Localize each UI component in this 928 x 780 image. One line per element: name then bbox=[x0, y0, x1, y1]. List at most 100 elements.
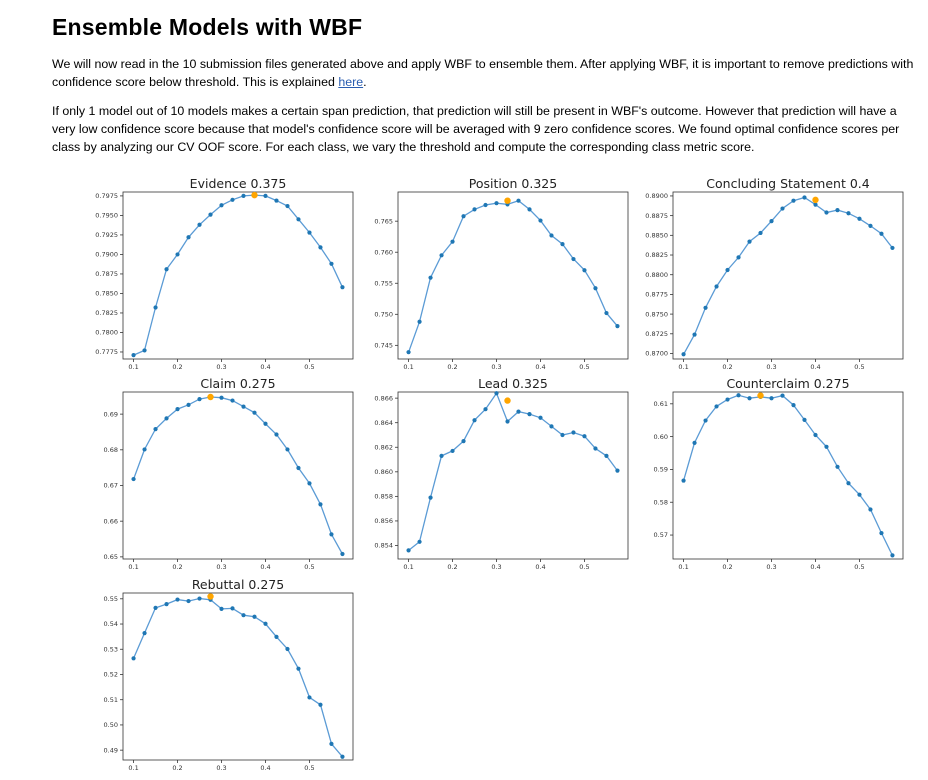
data-point bbox=[769, 396, 774, 401]
data-point bbox=[329, 532, 334, 537]
data-point bbox=[406, 350, 411, 355]
data-point bbox=[725, 397, 730, 402]
data-point bbox=[197, 596, 202, 601]
plot-frame bbox=[122, 191, 354, 360]
x-tick-label: 0.1 bbox=[403, 563, 413, 571]
x-tick-label: 0.3 bbox=[766, 563, 776, 571]
data-point bbox=[241, 613, 246, 618]
data-point bbox=[879, 530, 884, 536]
data-point bbox=[615, 323, 620, 329]
chart-title: Evidence 0.375 bbox=[190, 176, 287, 191]
y-tick-label: 0.60 bbox=[654, 433, 668, 441]
best-threshold-marker bbox=[251, 191, 258, 199]
data-point bbox=[164, 601, 169, 607]
x-tick-label: 0.5 bbox=[579, 563, 589, 571]
data-point bbox=[439, 253, 444, 258]
x-tick-label: 0.3 bbox=[216, 764, 226, 772]
x-tick-label: 0.3 bbox=[766, 363, 776, 371]
data-point bbox=[538, 218, 543, 223]
y-tick-label: 0.864 bbox=[374, 419, 393, 427]
data-point bbox=[472, 418, 477, 423]
data-point bbox=[780, 206, 785, 211]
data-point bbox=[219, 606, 224, 611]
data-point bbox=[483, 202, 488, 208]
x-tick-label: 0.5 bbox=[304, 764, 314, 772]
data-point bbox=[714, 404, 719, 409]
chart-title: Concluding Statement 0.4 bbox=[706, 176, 869, 191]
data-point bbox=[153, 605, 158, 610]
data-point bbox=[604, 453, 609, 458]
data-point bbox=[604, 310, 609, 316]
x-tick-label: 0.2 bbox=[447, 363, 457, 371]
data-point bbox=[175, 407, 180, 412]
data-point bbox=[472, 207, 477, 212]
y-tick-label: 0.49 bbox=[104, 746, 118, 754]
data-point bbox=[406, 548, 411, 553]
data-point bbox=[461, 214, 466, 219]
x-tick-label: 0.3 bbox=[216, 563, 226, 571]
data-point bbox=[329, 261, 334, 266]
x-tick-label: 0.1 bbox=[128, 363, 138, 371]
data-point bbox=[142, 447, 147, 452]
y-tick-label: 0.7875 bbox=[95, 270, 118, 278]
x-tick-label: 0.4 bbox=[260, 363, 270, 371]
chart-title: Position 0.325 bbox=[469, 176, 557, 191]
here-link[interactable]: here bbox=[338, 75, 364, 89]
data-point bbox=[318, 502, 323, 507]
data-point bbox=[527, 207, 532, 212]
y-tick-label: 0.860 bbox=[374, 468, 393, 476]
data-point bbox=[593, 446, 598, 451]
y-tick-label: 0.59 bbox=[654, 466, 668, 474]
x-tick-label: 0.5 bbox=[304, 363, 314, 371]
data-point bbox=[461, 439, 466, 444]
data-point bbox=[494, 201, 499, 206]
data-point bbox=[285, 447, 290, 452]
data-point bbox=[197, 222, 202, 227]
data-point bbox=[417, 319, 422, 324]
data-point bbox=[230, 606, 235, 611]
x-tick-label: 0.5 bbox=[579, 363, 589, 371]
x-tick-label: 0.2 bbox=[722, 363, 732, 371]
y-tick-label: 0.58 bbox=[654, 498, 668, 506]
data-point bbox=[131, 352, 136, 358]
y-tick-label: 0.68 bbox=[104, 446, 118, 454]
data-point bbox=[153, 305, 158, 310]
data-point bbox=[241, 404, 246, 409]
x-tick-label: 0.2 bbox=[172, 764, 182, 772]
data-point bbox=[571, 256, 576, 262]
y-tick-label: 0.765 bbox=[374, 217, 393, 225]
data-point bbox=[329, 741, 334, 746]
x-tick-label: 0.1 bbox=[678, 563, 688, 571]
series-line bbox=[682, 394, 893, 556]
data-point bbox=[142, 348, 147, 353]
data-point bbox=[263, 421, 268, 426]
y-tick-label: 0.61 bbox=[654, 400, 668, 408]
data-point bbox=[582, 434, 587, 439]
x-tick-label: 0.4 bbox=[535, 563, 545, 571]
data-point bbox=[241, 193, 246, 199]
data-point bbox=[824, 444, 829, 449]
series-line bbox=[133, 194, 343, 356]
chart-title: Lead 0.325 bbox=[478, 376, 548, 391]
data-point bbox=[340, 754, 345, 759]
data-point bbox=[439, 453, 444, 458]
data-point bbox=[780, 393, 785, 398]
y-tick-label: 0.7850 bbox=[95, 290, 118, 298]
data-point bbox=[571, 430, 576, 435]
series-line bbox=[407, 199, 618, 353]
data-point bbox=[769, 219, 774, 224]
best-threshold-marker bbox=[812, 196, 819, 204]
data-point bbox=[846, 481, 851, 486]
data-point bbox=[549, 233, 554, 238]
y-tick-label: 0.65 bbox=[104, 553, 118, 561]
x-tick-label: 0.3 bbox=[491, 563, 501, 571]
data-point bbox=[747, 396, 752, 401]
series-line bbox=[133, 597, 343, 758]
data-point bbox=[274, 634, 279, 639]
data-point bbox=[868, 507, 873, 512]
data-point bbox=[835, 464, 840, 469]
data-point bbox=[219, 395, 224, 400]
plot-frame bbox=[397, 191, 629, 360]
x-tick-label: 0.4 bbox=[260, 764, 270, 772]
plot-frame bbox=[672, 191, 904, 360]
